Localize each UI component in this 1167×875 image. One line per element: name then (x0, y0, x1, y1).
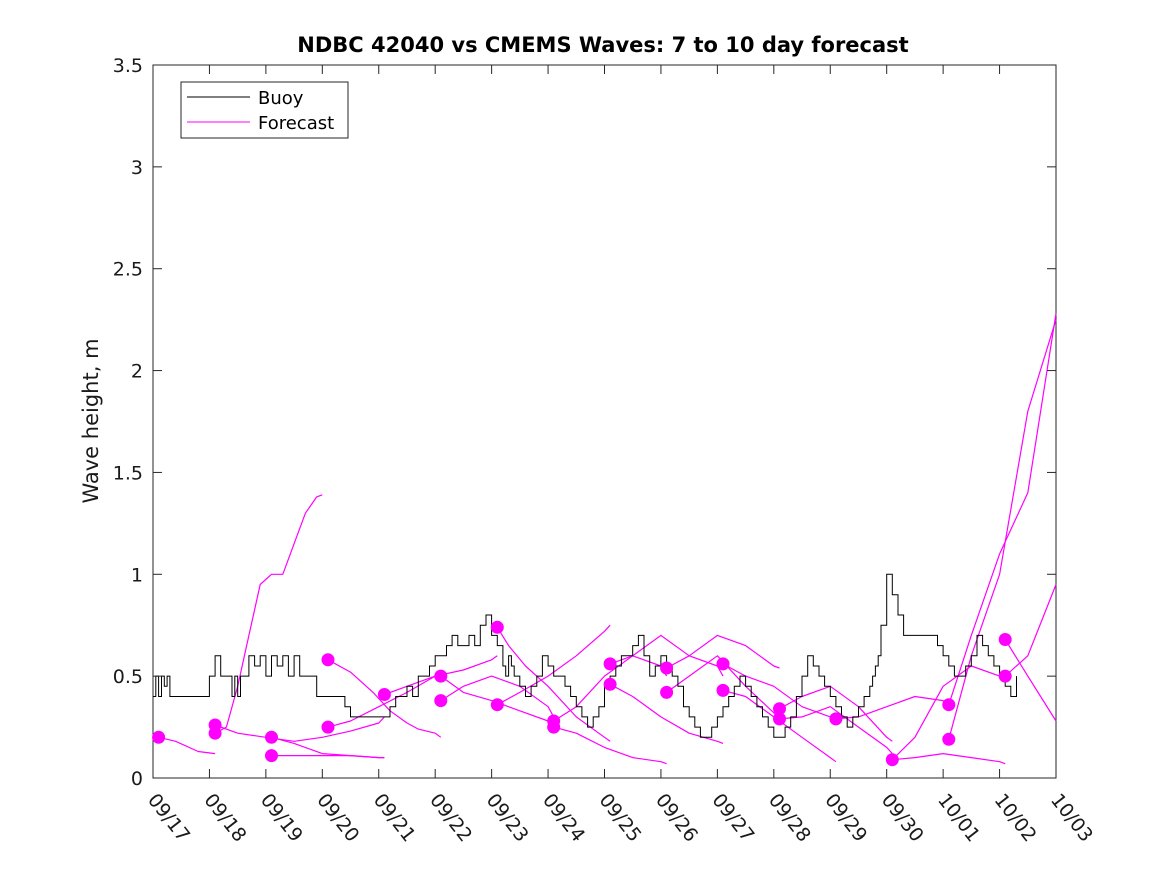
legend-label-buoy: Buoy (258, 88, 304, 109)
forecast-series-line (214, 494, 323, 734)
forecast-marker (377, 688, 391, 701)
legend: Buoy Forecast (180, 81, 349, 139)
forecast-marker (603, 677, 617, 691)
forecast-marker (490, 620, 504, 634)
forecast-markers (152, 620, 1012, 767)
y-tick-label: 2 (131, 361, 143, 383)
y-tick-label: 0.5 (113, 666, 143, 688)
y-tick-label: 1.5 (113, 462, 143, 484)
forecast-marker (434, 669, 448, 683)
forecast-marker (434, 694, 448, 708)
axes-box (152, 64, 1057, 779)
forecast-marker (773, 702, 786, 716)
forecast-series-line (440, 675, 555, 718)
forecast-marker (490, 698, 504, 712)
forecast-marker (773, 712, 786, 726)
forecast-series-line (948, 313, 1057, 705)
forecast-series-line (496, 626, 611, 742)
forecast-marker (321, 720, 335, 734)
forecast-series-line (666, 634, 780, 669)
buoy-series-line (153, 573, 1017, 738)
forecast-marker (998, 669, 1012, 683)
forecast-marker (321, 653, 335, 667)
forecast-series-line (384, 655, 498, 696)
forecast-marker (660, 661, 674, 675)
forecast-series-line (779, 685, 893, 742)
forecast-marker (885, 753, 899, 767)
forecast-marker (829, 712, 843, 726)
forecast-series-line (666, 655, 780, 722)
y-tick-label: 1 (131, 564, 143, 586)
forecast-series-line (948, 319, 1057, 740)
forecast-series-line (609, 683, 724, 744)
forecast-lines (158, 313, 1057, 765)
forecast-marker (942, 732, 956, 746)
forecast-series-line (271, 754, 385, 759)
buoy-line-group (153, 573, 1017, 738)
forecast-series-line (158, 736, 216, 755)
forecast-marker (716, 657, 730, 671)
forecast-series-line (1004, 639, 1057, 722)
plot-area (152, 64, 1057, 779)
y-tick-label: 0 (131, 768, 143, 790)
forecast-marker (208, 718, 222, 732)
forecast-series-line (214, 716, 385, 742)
legend-label-forecast: Forecast (258, 113, 334, 134)
forecast-marker (152, 730, 166, 744)
chart-title: NDBC 42040 vs CMEMS Waves: 7 to 10 day f… (297, 33, 908, 57)
forecast-marker (265, 730, 278, 744)
forecast-marker (547, 720, 561, 734)
y-axis-label: Wave height, m (79, 338, 103, 503)
forecast-marker (265, 749, 278, 763)
forecast-marker (998, 633, 1012, 646)
forecast-series-line (497, 624, 611, 706)
y-tick-label: 3.5 (113, 55, 143, 77)
forecast-marker (660, 685, 674, 699)
forecast-series-line (1004, 584, 1057, 677)
y-tick-label: 2.5 (113, 259, 143, 281)
forecast-marker (603, 657, 617, 671)
legend-box (180, 81, 349, 139)
y-tick-label: 3 (131, 157, 143, 179)
forecast-series-line (553, 726, 667, 765)
forecast-series-line (327, 659, 442, 738)
forecast-marker (942, 698, 956, 712)
forecast-marker (716, 683, 730, 697)
forecast-series-line (892, 752, 1006, 765)
y-axis-ticks: 0 0.5 1 1.5 2 2.5 3 3.5 (113, 55, 1056, 790)
